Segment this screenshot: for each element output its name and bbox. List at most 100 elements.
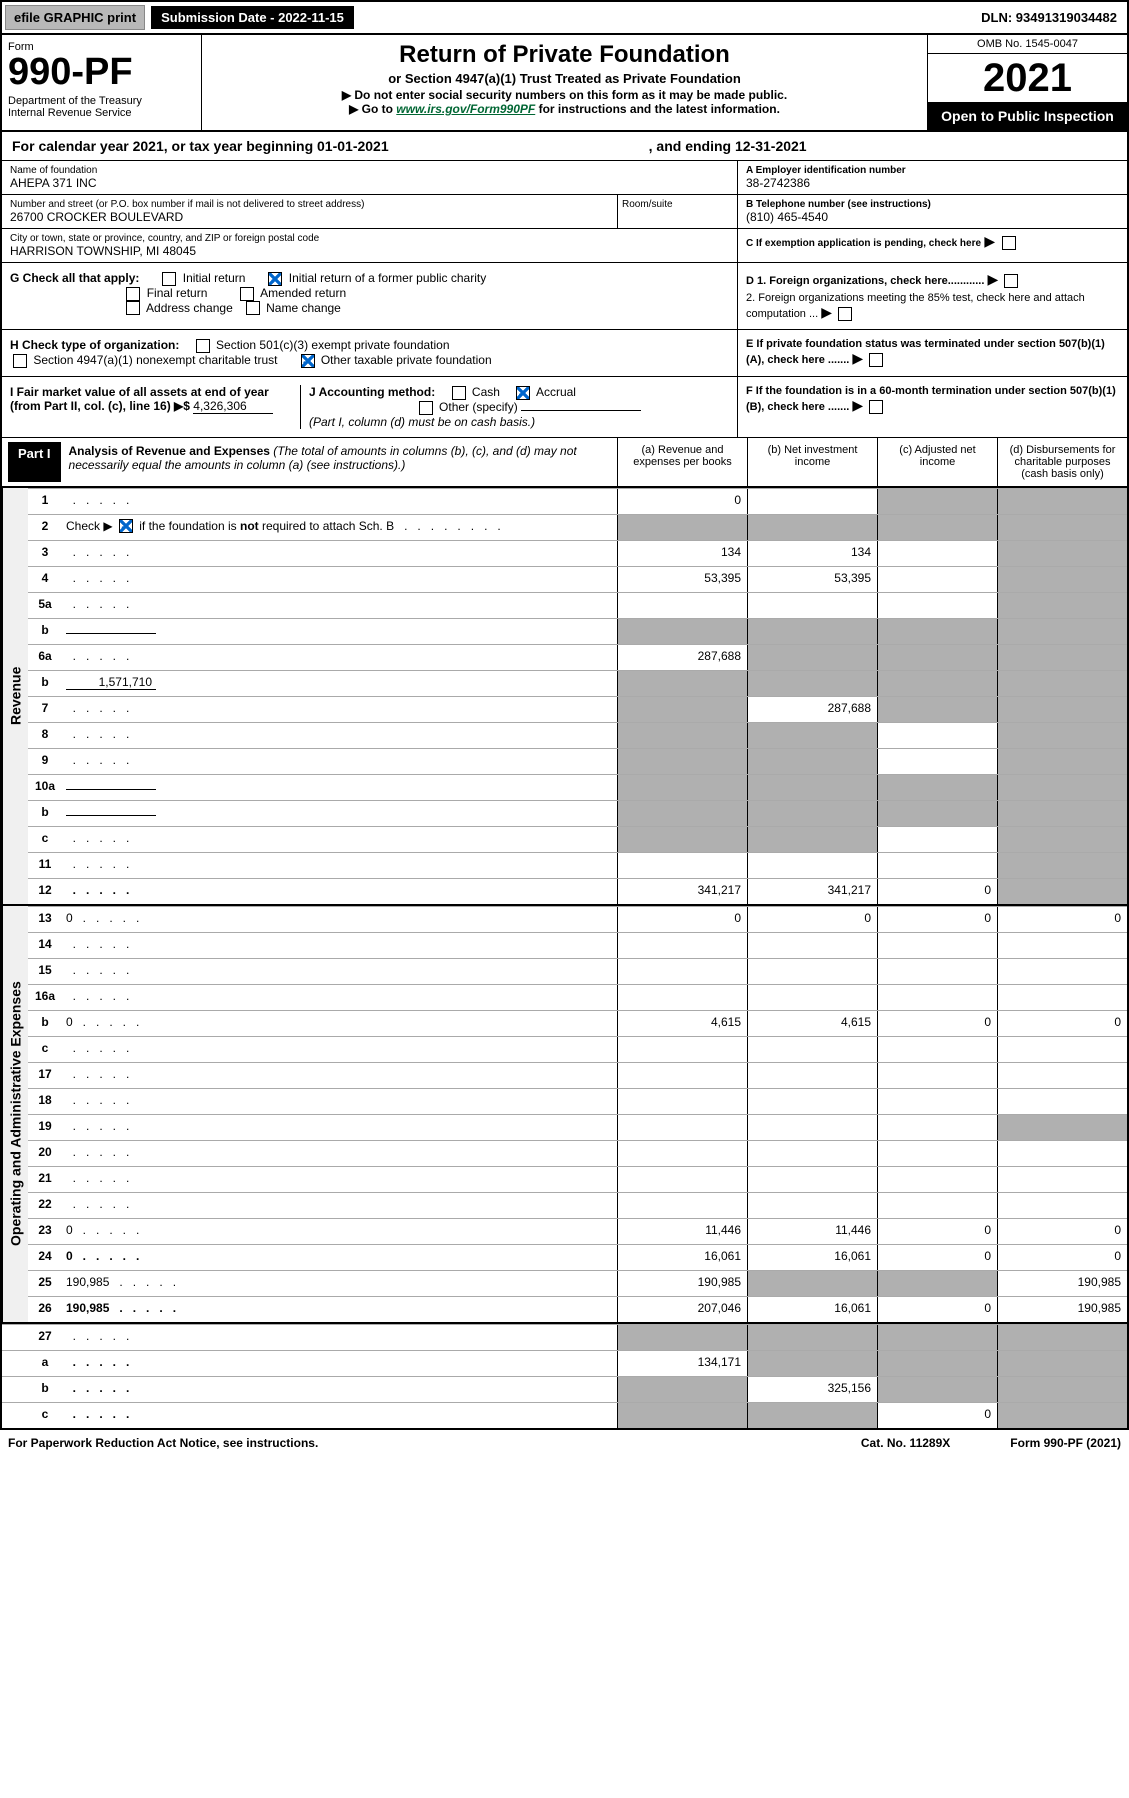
- cell-d: [997, 619, 1127, 644]
- e-checkbox[interactable]: [869, 353, 883, 367]
- line-desc: . . . . .: [62, 985, 617, 1010]
- d1-checkbox[interactable]: [1004, 274, 1018, 288]
- j-label: J Accounting method:: [309, 385, 435, 399]
- cell-a: [617, 775, 747, 800]
- d1-label: D 1. Foreign organizations, check here..…: [746, 275, 984, 287]
- c-checkbox[interactable]: [1002, 236, 1016, 250]
- table-row: 240 . . . . .16,06116,06100: [28, 1244, 1127, 1270]
- cell-a: [617, 1141, 747, 1166]
- g-address-checkbox[interactable]: [126, 301, 140, 315]
- g-initial-checkbox[interactable]: [162, 272, 176, 286]
- j-other-checkbox[interactable]: [419, 401, 433, 415]
- table-row: 19 . . . . .: [28, 1114, 1127, 1140]
- cell-c: 0: [877, 1219, 997, 1244]
- j-cash-checkbox[interactable]: [452, 386, 466, 400]
- cell-b: [747, 853, 877, 878]
- cell-a: [617, 827, 747, 852]
- cell-c: [877, 959, 997, 984]
- h-4947-checkbox[interactable]: [13, 354, 27, 368]
- g-initial-former-checkbox[interactable]: [268, 272, 282, 286]
- g-amended-checkbox[interactable]: [240, 287, 254, 301]
- line-number: b: [28, 801, 62, 826]
- part1-title: Analysis of Revenue and Expenses: [69, 444, 270, 458]
- cell-d: [997, 1377, 1127, 1402]
- line-desc: . . . . .: [62, 879, 617, 904]
- efile-print-button[interactable]: efile GRAPHIC print: [5, 5, 145, 30]
- phone-label: B Telephone number (see instructions): [746, 199, 1119, 210]
- check-section-ij: I Fair market value of all assets at end…: [2, 377, 1127, 438]
- line-number: 8: [28, 723, 62, 748]
- table-row: 17 . . . . .: [28, 1062, 1127, 1088]
- table-row: 16a . . . . .: [28, 984, 1127, 1010]
- line-desc: . . . . .: [62, 1115, 617, 1140]
- cell-a: 0: [617, 489, 747, 514]
- dln: DLN: 93491319034482: [971, 6, 1127, 29]
- cell-b: [747, 801, 877, 826]
- table-row: 21 . . . . .: [28, 1166, 1127, 1192]
- table-row: 130 . . . . .0000: [28, 906, 1127, 932]
- g-final-checkbox[interactable]: [126, 287, 140, 301]
- cell-a: [617, 1377, 747, 1402]
- line-number: c: [28, 1037, 62, 1062]
- line-number: 12: [28, 879, 62, 904]
- line-number: 25: [28, 1271, 62, 1296]
- cell-d: [997, 1089, 1127, 1114]
- phone: (810) 465-4540: [746, 210, 1119, 224]
- calendar-year: For calendar year 2021, or tax year begi…: [2, 132, 1127, 161]
- g-name-checkbox[interactable]: [246, 301, 260, 315]
- cell-c: [877, 489, 997, 514]
- note-link: ▶ Go to www.irs.gov/Form990PF for instru…: [212, 102, 917, 116]
- line-desc: 0 . . . . .: [62, 907, 617, 932]
- table-row: 14 . . . . .: [28, 932, 1127, 958]
- cell-d: 0: [997, 1219, 1127, 1244]
- cell-c: [877, 541, 997, 566]
- line-number: 2: [28, 515, 62, 540]
- cell-c: [877, 985, 997, 1010]
- line-desc: . . . . .: [62, 1167, 617, 1192]
- cell-d: [997, 933, 1127, 958]
- table-row: 230 . . . . .11,44611,44600: [28, 1218, 1127, 1244]
- tax-year: 2021: [928, 54, 1127, 102]
- cell-b: [747, 827, 877, 852]
- addr-label: Number and street (or P.O. box number if…: [10, 199, 609, 210]
- cell-a: 207,046: [617, 1297, 747, 1322]
- table-row: 20 . . . . .: [28, 1140, 1127, 1166]
- d2-checkbox[interactable]: [838, 307, 852, 321]
- line-desc: Check ▶ if the foundation is not require…: [62, 515, 617, 540]
- table-row: c . . . . .0: [2, 1402, 1127, 1428]
- j-accrual-checkbox[interactable]: [516, 386, 530, 400]
- table-row: 18 . . . . .: [28, 1088, 1127, 1114]
- table-row: 7 . . . . .287,688: [28, 696, 1127, 722]
- cell-c: [877, 1377, 997, 1402]
- line-desc: . . . . .: [62, 853, 617, 878]
- cell-d: [997, 723, 1127, 748]
- part1-header: Part I Analysis of Revenue and Expenses …: [2, 438, 1127, 488]
- f-label: F If the foundation is in a 60-month ter…: [746, 385, 1116, 413]
- cell-c: 0: [877, 1297, 997, 1322]
- line-number: b: [28, 1377, 62, 1402]
- f-checkbox[interactable]: [869, 400, 883, 414]
- cell-a: [617, 1089, 747, 1114]
- col-a-header: (a) Revenue and expenses per books: [617, 438, 747, 486]
- h-other-checkbox[interactable]: [301, 354, 315, 368]
- cell-a: [617, 933, 747, 958]
- cell-a: [617, 697, 747, 722]
- cell-b: [747, 749, 877, 774]
- sch-b-checkbox[interactable]: [119, 519, 133, 533]
- g-label: G Check all that apply:: [10, 271, 139, 285]
- irs-link[interactable]: www.irs.gov/Form990PF: [396, 102, 535, 116]
- foundation-name: AHEPA 371 INC: [10, 176, 729, 190]
- line-desc: . . . . .: [62, 749, 617, 774]
- line-number: b: [28, 1011, 62, 1036]
- cell-c: 0: [877, 907, 997, 932]
- d2-label: 2. Foreign organizations meeting the 85%…: [746, 292, 1085, 320]
- cell-b: [747, 671, 877, 696]
- h-501c3-checkbox[interactable]: [196, 339, 210, 353]
- line-desc: . . . . .: [62, 1403, 617, 1428]
- cell-b: [747, 1089, 877, 1114]
- revenue-section: Revenue 1 . . . . .02Check ▶ if the foun…: [2, 488, 1127, 904]
- h-label: H Check type of organization:: [10, 338, 179, 352]
- cell-d: [997, 697, 1127, 722]
- line-desc: [62, 619, 617, 644]
- foundation-info: Name of foundation AHEPA 371 INC Number …: [2, 161, 1127, 263]
